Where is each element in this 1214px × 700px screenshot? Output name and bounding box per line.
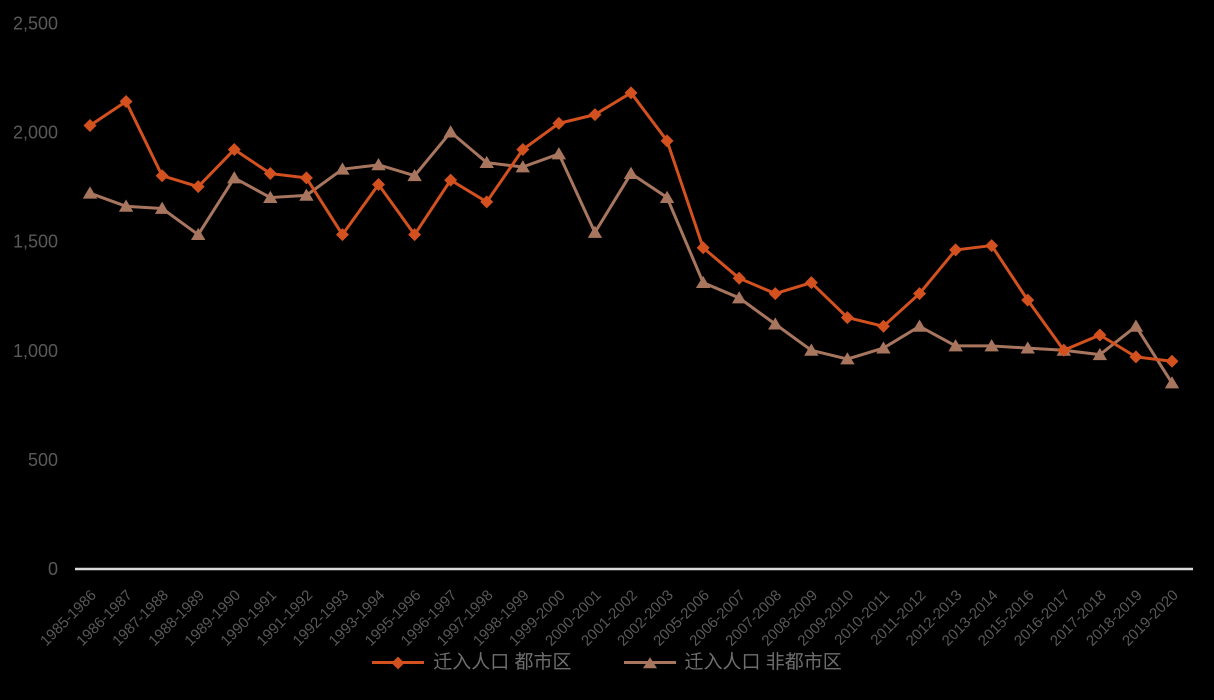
triangle-data-point-marker: [479, 155, 494, 169]
legend-item-nonmetro: 迁入人口 非都市区: [623, 652, 842, 673]
diamond-data-point-marker: [444, 173, 458, 187]
diamond-data-point-marker: [804, 276, 818, 290]
series-line-0: [88, 91, 1174, 363]
diamond-data-point-marker: [913, 287, 927, 301]
diamond-data-point-marker: [985, 239, 999, 253]
diamond-data-point-marker: [876, 319, 890, 333]
triangle-data-point-marker: [695, 275, 711, 289]
triangle-data-point-marker: [1128, 319, 1144, 332]
diamond-data-point-marker: [372, 177, 386, 191]
legend-item-metro: 迁入人口 都市区: [372, 652, 572, 673]
triangle-data-point-marker: [768, 317, 783, 330]
diamond-data-point-marker: [263, 167, 277, 181]
y-tick-label: 1,500: [13, 232, 58, 252]
diamond-data-point-marker: [1057, 343, 1071, 357]
diamond-data-point-marker: [335, 228, 349, 242]
triangle-data-point-marker: [371, 158, 386, 171]
triangle-data-point-marker: [623, 166, 639, 179]
diamond-data-point-marker: [227, 143, 241, 157]
diamond-data-point-marker: [696, 241, 710, 255]
diamond-data-point-marker: [1129, 350, 1143, 364]
diamond-data-point-marker: [1021, 293, 1035, 307]
triangle-data-point-marker: [515, 160, 530, 173]
triangle-data-point-marker: [1020, 341, 1035, 354]
triangle-data-point-marker: [299, 188, 314, 201]
triangle-data-point-marker: [587, 225, 603, 238]
diamond-data-point-marker: [299, 171, 313, 185]
y-tick-label: 2,500: [13, 14, 58, 34]
legend-triangle-marker-icon: [623, 656, 676, 668]
triangle-data-point-marker: [804, 343, 819, 356]
y-tick-label: 2,000: [13, 123, 58, 143]
diamond-data-point-marker: [83, 119, 97, 133]
triangle-data-point-marker: [407, 168, 422, 182]
diamond-data-point-marker: [660, 134, 674, 148]
y-tick-label: 0: [48, 559, 58, 579]
triangle-data-point-marker: [1092, 347, 1108, 361]
diamond-data-point-marker: [191, 180, 205, 194]
diamond-data-point-marker: [516, 143, 530, 157]
diamond-data-point-marker: [840, 311, 854, 325]
triangle-data-point-marker: [876, 341, 891, 354]
triangle-data-point-marker: [191, 227, 206, 241]
triangle-data-point-marker: [1164, 376, 1180, 389]
triangle-data-point-marker: [840, 352, 855, 365]
triangle-data-point-marker: [227, 171, 242, 184]
triangle-data-point-marker: [154, 201, 170, 214]
diamond-data-point-marker: [1165, 354, 1179, 368]
diamond-data-point-marker: [624, 86, 638, 100]
diamond-data-point-marker: [732, 271, 746, 285]
triangle-data-point-marker: [335, 162, 350, 175]
diamond-data-point-marker: [588, 108, 602, 122]
triangle-data-point-marker: [948, 339, 963, 352]
triangle-data-point-marker: [984, 339, 999, 352]
triangle-data-point-marker: [118, 199, 134, 212]
legend: 迁入人口 都市区 迁入人口 非都市区: [0, 653, 1214, 672]
diamond-data-point-marker: [768, 287, 782, 301]
y-tick-label: 1,000: [13, 341, 58, 361]
diamond-data-point-marker: [949, 243, 963, 257]
diamond-data-point-marker: [1093, 328, 1107, 342]
triangle-data-point-marker: [912, 319, 927, 332]
triangle-data-point-marker: [551, 147, 567, 160]
legend-label-metro: 迁入人口 都市区: [433, 652, 572, 673]
diamond-data-point-marker: [552, 116, 566, 130]
legend-diamond-marker-icon: [372, 656, 425, 669]
triangle-data-point-marker: [443, 125, 458, 138]
diamond-data-point-marker: [155, 169, 169, 183]
triangle-data-point-marker: [263, 190, 278, 203]
legend-label-nonmetro: 迁入人口 非都市区: [684, 652, 842, 673]
y-tick-label: 500: [28, 450, 58, 470]
triangle-data-point-marker: [659, 190, 675, 203]
diamond-data-point-marker: [408, 228, 422, 242]
diamond-data-point-marker: [119, 95, 133, 109]
triangle-data-point-marker: [82, 186, 98, 199]
triangle-data-point-marker: [732, 291, 747, 304]
diamond-data-point-marker: [480, 195, 494, 209]
